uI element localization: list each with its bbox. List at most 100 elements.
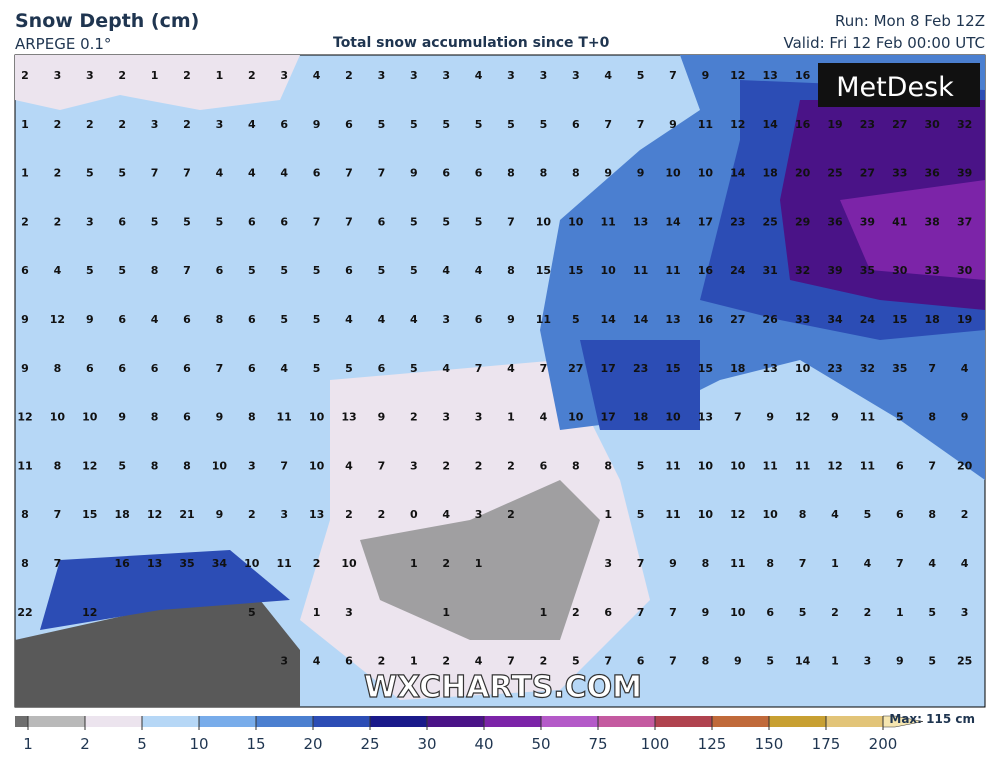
- grid-value: 31: [763, 264, 778, 277]
- grid-value: 13: [763, 362, 778, 375]
- grid-value: 9: [961, 411, 969, 424]
- legend-max: Max: 115 cm: [889, 712, 975, 726]
- grid-value: 6: [540, 459, 548, 472]
- grid-value: 18: [763, 167, 778, 180]
- grid-value: 12: [795, 411, 810, 424]
- grid-value: 2: [21, 215, 29, 228]
- grid-value: 7: [183, 167, 191, 180]
- grid-value: 25: [957, 655, 972, 668]
- run: Run: Mon 8 Feb 12Z: [835, 12, 985, 30]
- grid-value: 9: [118, 411, 126, 424]
- legend-label: 40: [474, 735, 493, 753]
- grid-value: 5: [572, 655, 580, 668]
- grid-value: 1: [21, 118, 29, 131]
- grid-value: 7: [378, 459, 386, 472]
- grid-value: 24: [730, 264, 746, 277]
- grid-value: 8: [928, 508, 936, 521]
- grid-value: 11: [665, 264, 680, 277]
- grid-value: 39: [860, 215, 875, 228]
- grid-value: 2: [118, 69, 126, 82]
- legend-label: 10: [189, 735, 208, 753]
- grid-value: 7: [507, 215, 515, 228]
- model: ARPEGE 0.1°: [15, 35, 112, 53]
- grid-value: 3: [378, 69, 386, 82]
- grid-value: 5: [637, 508, 645, 521]
- legend-swatch: [484, 716, 541, 727]
- grid-value: 9: [702, 69, 710, 82]
- grid-value: 30: [925, 118, 941, 131]
- grid-value: 4: [961, 557, 969, 570]
- grid-value: 6: [442, 167, 450, 180]
- legend-label: 25: [360, 735, 379, 753]
- grid-value: 5: [442, 118, 450, 131]
- grid-value: 8: [183, 459, 191, 472]
- grid-value: 9: [21, 313, 29, 326]
- legend-label: 75: [588, 735, 607, 753]
- grid-value: 6: [118, 362, 126, 375]
- grid-value: 7: [734, 411, 742, 424]
- grid-value: 23: [827, 362, 842, 375]
- grid-value: 3: [86, 215, 94, 228]
- grid-value: 7: [216, 362, 224, 375]
- grid-value: 2: [313, 557, 321, 570]
- grid-value: 13: [698, 411, 713, 424]
- grid-value: 7: [280, 459, 288, 472]
- grid-value: 8: [21, 508, 29, 521]
- grid-value: 1: [410, 557, 418, 570]
- grid-value: 4: [831, 508, 839, 521]
- grid-value: 2: [507, 459, 515, 472]
- grid-value: 10: [309, 459, 325, 472]
- grid-value: 7: [54, 508, 62, 521]
- valid: Valid: Fri 12 Feb 00:00 UTC: [783, 34, 985, 52]
- grid-value: 6: [637, 655, 645, 668]
- grid-value: 9: [216, 411, 224, 424]
- grid-value: 5: [86, 167, 94, 180]
- grid-value: 10: [665, 411, 681, 424]
- grid-value: 13: [309, 508, 324, 521]
- grid-value: 14: [795, 655, 811, 668]
- grid-value: 5: [410, 264, 418, 277]
- grid-value: 4: [378, 313, 386, 326]
- grid-value: 2: [54, 118, 62, 131]
- grid-value: 12: [17, 411, 32, 424]
- grid-value: 6: [280, 215, 288, 228]
- grid-value: 11: [665, 459, 680, 472]
- grid-value: 7: [183, 264, 191, 277]
- grid-value: 22: [17, 606, 32, 619]
- grid-value: 15: [665, 362, 680, 375]
- grid-value: 2: [378, 508, 386, 521]
- grid-value: 32: [860, 362, 875, 375]
- grid-value: 20: [795, 167, 811, 180]
- grid-value: 3: [280, 69, 288, 82]
- grid-value: 5: [442, 215, 450, 228]
- grid-value: 16: [698, 313, 714, 326]
- grid-value: 36: [827, 215, 843, 228]
- grid-value: 17: [601, 411, 616, 424]
- title: Snow Depth (cm): [15, 10, 200, 32]
- grid-value: 2: [831, 606, 839, 619]
- grid-value: 5: [86, 264, 94, 277]
- grid-value: 9: [507, 313, 515, 326]
- legend-swatch: [541, 716, 598, 727]
- grid-value: 6: [378, 215, 386, 228]
- grid-value: 39: [827, 264, 842, 277]
- grid-value: 6: [151, 362, 159, 375]
- grid-value: 6: [118, 215, 126, 228]
- grid-value: 20: [957, 459, 973, 472]
- legend-swatch: [598, 716, 655, 727]
- grid-value: 8: [507, 264, 515, 277]
- grid-value: 12: [730, 508, 745, 521]
- grid-value: 5: [248, 264, 256, 277]
- grid-value: 15: [892, 313, 907, 326]
- grid-value: 11: [860, 411, 875, 424]
- grid-value: 4: [475, 655, 483, 668]
- grid-value: 4: [345, 313, 353, 326]
- grid-value: 6: [572, 118, 580, 131]
- legend-label: 2: [80, 735, 90, 753]
- grid-value: 2: [864, 606, 872, 619]
- grid-value: 3: [475, 411, 483, 424]
- gray-area: [360, 480, 600, 640]
- grid-value: 10: [665, 167, 681, 180]
- grid-value: 36: [925, 167, 941, 180]
